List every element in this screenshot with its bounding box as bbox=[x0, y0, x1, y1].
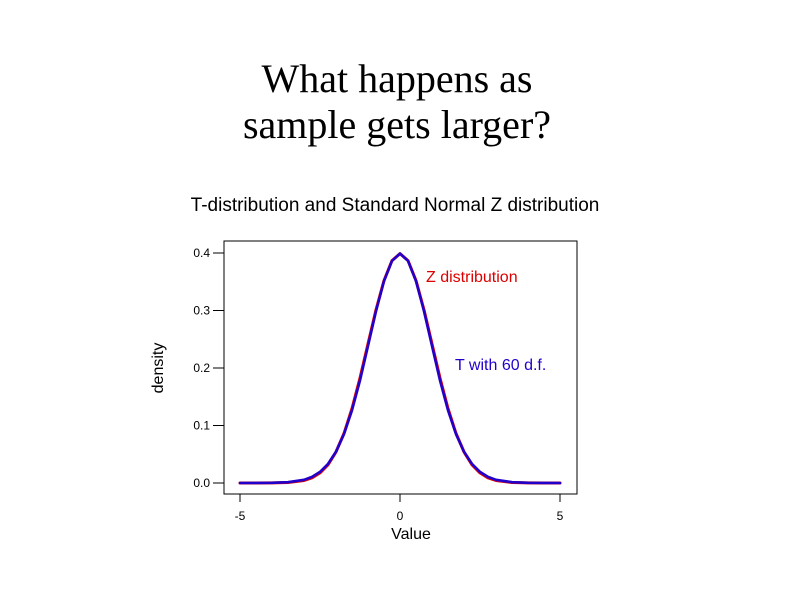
y-tick-label: 0.4 bbox=[193, 246, 210, 260]
slide-title-line-2: sample gets larger? bbox=[242, 102, 552, 147]
axes: 0.0 0.1 0.2 0.3 0.4 -5 0 5 bbox=[193, 246, 563, 523]
x-tick-label: 0 bbox=[397, 509, 404, 523]
x-axis-label: Value bbox=[391, 526, 431, 543]
t-distribution-annotation: T with 60 d.f. bbox=[455, 357, 546, 374]
t-distribution-line bbox=[238, 252, 562, 485]
chart-title: T-distribution and Standard Normal Z dis… bbox=[191, 195, 600, 216]
y-tick-label: 0.3 bbox=[193, 304, 210, 318]
series-lines bbox=[238, 252, 562, 485]
z-distribution-annotation: Z distribution bbox=[426, 269, 518, 286]
slide-title: What happens as sample gets larger? bbox=[0, 56, 794, 148]
y-tick-label: 0.1 bbox=[193, 419, 210, 433]
y-axis-label: density bbox=[150, 343, 167, 394]
y-tick-label: 0.2 bbox=[193, 361, 210, 375]
y-tick-label: 0.0 bbox=[193, 476, 210, 490]
slide-title-line-1: What happens as bbox=[261, 56, 533, 101]
x-tick-label: -5 bbox=[235, 509, 246, 523]
x-tick-label: 5 bbox=[557, 509, 564, 523]
